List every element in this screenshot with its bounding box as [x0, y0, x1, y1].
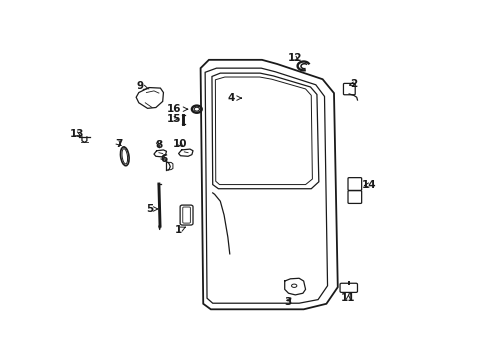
Text: 1: 1 — [175, 225, 185, 235]
Text: 11: 11 — [341, 293, 355, 303]
Text: 6: 6 — [160, 154, 167, 164]
Text: 16: 16 — [166, 104, 187, 114]
Text: 13: 13 — [70, 129, 84, 139]
Text: 9: 9 — [136, 81, 149, 91]
Text: 5: 5 — [146, 204, 158, 214]
Text: 10: 10 — [173, 139, 187, 149]
Text: 2: 2 — [349, 79, 357, 89]
Text: 3: 3 — [284, 297, 291, 307]
Text: 4: 4 — [227, 93, 241, 103]
Text: 12: 12 — [287, 53, 302, 63]
Text: 7: 7 — [115, 139, 122, 149]
Text: 8: 8 — [155, 140, 162, 150]
Text: 14: 14 — [361, 180, 375, 190]
Text: 15: 15 — [166, 114, 181, 123]
